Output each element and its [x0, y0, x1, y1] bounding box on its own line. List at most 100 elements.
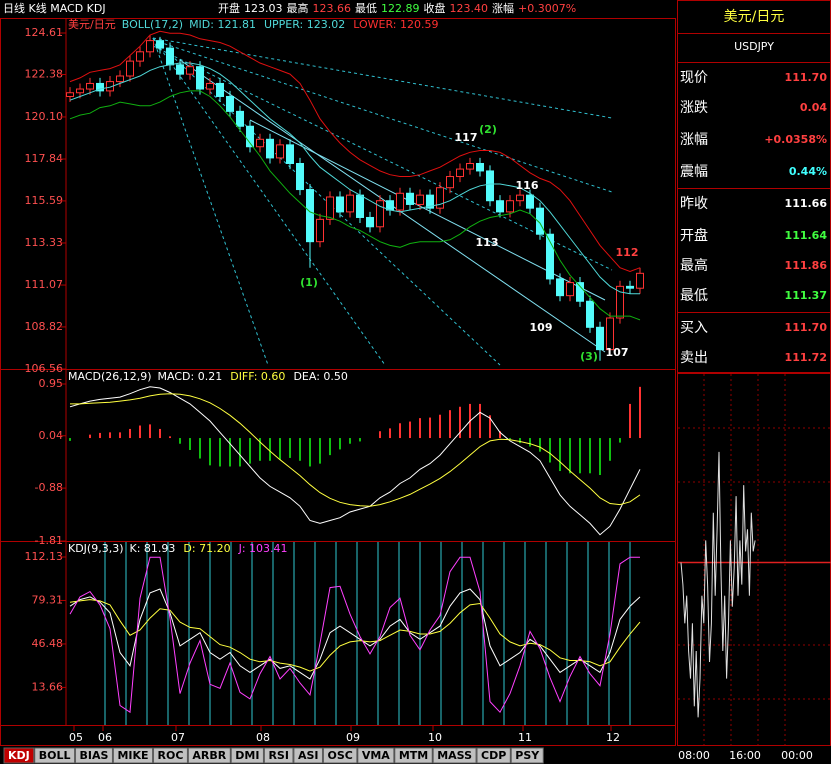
tab[interactable]: ARBR	[187, 747, 231, 764]
y-tick-label: 115.59	[25, 194, 64, 207]
y-tick-label: 111.07	[25, 278, 64, 291]
legend-entry: LOWER: 120.59	[353, 18, 438, 31]
tab[interactable]: ASI	[293, 747, 323, 764]
candle-body	[416, 194, 424, 205]
y-tick-label: 13.66	[32, 680, 64, 693]
candle-body	[446, 176, 454, 189]
tab-bg	[263, 747, 294, 764]
tab-label: ASI	[298, 749, 319, 762]
line-series	[69, 556, 640, 714]
candle-body	[146, 40, 154, 53]
quote-row-label: 开盘	[680, 227, 708, 244]
candle-body	[266, 138, 274, 159]
indicator-name: BOLL(17,2)	[122, 18, 183, 31]
tab-bg	[322, 747, 358, 764]
tab-label: MIKE	[117, 749, 148, 762]
candle-body	[606, 317, 614, 351]
quote-row-value: 111.72	[785, 351, 827, 364]
quote-row-label: 卖出	[680, 350, 708, 366]
candle-body	[66, 92, 74, 97]
tab[interactable]: PSY	[510, 747, 544, 764]
candle-body	[596, 326, 604, 351]
trend-lines	[152, 37, 613, 366]
line-series	[69, 386, 641, 536]
tab-bg	[432, 747, 477, 764]
time-label: 08:00	[678, 749, 710, 762]
month-label: 10	[428, 731, 442, 744]
tab[interactable]: ROC	[153, 747, 188, 764]
candle-body	[366, 216, 374, 228]
legend-entry: DIFF: 0.60	[230, 370, 285, 383]
tab[interactable]: BIAS	[75, 747, 113, 764]
annotation: 107	[606, 346, 629, 359]
quote-label: 涨幅	[492, 2, 514, 15]
month-label: 11	[518, 731, 532, 744]
tab[interactable]: VMA	[357, 747, 395, 764]
line-series	[69, 90, 641, 321]
channel-line	[249, 119, 606, 301]
tab[interactable]: CDP	[476, 747, 511, 764]
candle-body	[96, 82, 104, 92]
candle-body	[586, 300, 594, 328]
tab-label: CDP	[481, 749, 506, 762]
tab-bg	[394, 747, 433, 764]
quote-symbol: USDJPY	[734, 40, 774, 53]
panel-title: KDJ(9,3,3)	[68, 542, 124, 555]
y-tick-label: 46.48	[32, 637, 64, 650]
quote-row-value: 0.44%	[789, 165, 827, 178]
line-series	[69, 62, 640, 295]
candle-body	[336, 196, 344, 213]
tab[interactable]: OSC	[322, 747, 358, 764]
y-tick-label: -0.88	[35, 481, 63, 494]
y-tick-label: 79.31	[32, 593, 64, 606]
tab-label: MTM	[399, 749, 428, 762]
tab[interactable]: DMI	[230, 747, 264, 764]
line-series	[69, 30, 641, 273]
month-label: 12	[606, 731, 620, 744]
tab[interactable]: KDJ	[3, 747, 35, 764]
y-tick-label: 113.33	[25, 236, 64, 249]
quote-row-label: 昨收	[680, 196, 708, 212]
tab[interactable]: MASS	[432, 747, 477, 764]
candle-body	[376, 200, 384, 228]
quote-frame	[677, 0, 831, 373]
quote-label: 收盘	[424, 1, 446, 15]
candle-body	[126, 60, 134, 77]
tab-label: BOLL	[39, 749, 71, 762]
candle-body	[426, 194, 434, 209]
tab[interactable]: MTM	[394, 747, 433, 764]
tab[interactable]: RSI	[263, 747, 294, 764]
tab[interactable]: BOLL	[34, 747, 76, 764]
y-tick-label: 124.61	[25, 26, 64, 39]
quote-row-value: +0.0358%	[764, 133, 827, 146]
candle-body	[276, 144, 284, 159]
candle-body	[236, 110, 244, 127]
annotation: 117	[455, 131, 478, 144]
legend-entry: DEA: 0.50	[293, 370, 347, 383]
quote-row-label: 最低	[680, 288, 708, 304]
candle-body	[506, 200, 514, 213]
candle-body	[216, 82, 224, 97]
annotation: 112	[616, 246, 639, 259]
candle-body	[116, 75, 124, 83]
tab-label: BIAS	[80, 749, 109, 762]
month-label: 09	[346, 731, 360, 744]
tab[interactable]: MIKE	[112, 747, 154, 764]
y-tick-label: 112.13	[25, 550, 64, 563]
candle-body	[206, 82, 214, 90]
y-tick-label: 106.56	[25, 362, 64, 375]
annotation: 109	[530, 321, 553, 334]
candle-body	[516, 194, 524, 202]
quote-row-label: 买入	[680, 320, 708, 336]
annotation: (1)	[300, 276, 318, 289]
candle-body	[306, 189, 314, 243]
candle-body	[576, 282, 584, 302]
quote-label: 最低	[355, 2, 377, 15]
quote-row-label: 震幅	[680, 164, 708, 180]
panel-frames	[0, 0, 831, 746]
candle-body	[616, 285, 624, 319]
y-tick-label: 0.04	[39, 429, 64, 442]
candle-body	[166, 47, 174, 66]
candle-body	[476, 162, 484, 172]
panel-title: 美元/日元	[68, 18, 116, 31]
